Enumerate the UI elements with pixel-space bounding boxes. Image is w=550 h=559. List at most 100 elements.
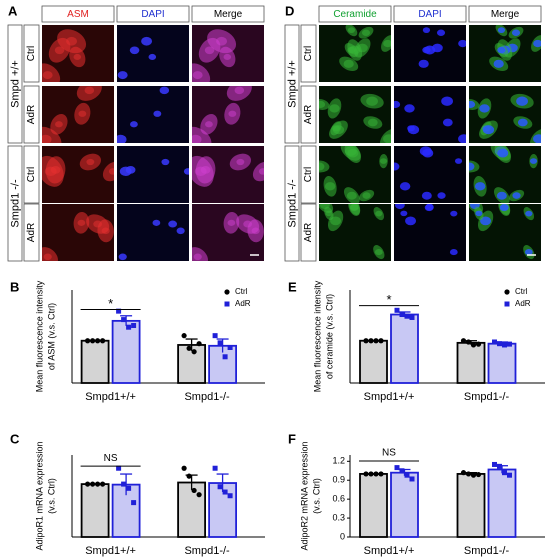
bar [456, 473, 486, 538]
nucleus [479, 104, 490, 113]
bar [177, 481, 207, 538]
row-label-box [300, 145, 317, 204]
nucleus [424, 204, 434, 212]
nucleus [454, 158, 463, 164]
y-tick-label: 0.9 [332, 475, 345, 485]
data-point [373, 338, 379, 344]
micrograph [117, 25, 189, 82]
nucleus [533, 134, 541, 143]
row-label-box [23, 85, 40, 144]
data-point [404, 313, 410, 319]
micrograph [42, 25, 114, 82]
data-point [131, 500, 137, 506]
micrograph [469, 204, 541, 261]
nucleus [421, 191, 432, 200]
y-tick-label: 0.3 [332, 512, 345, 522]
nucleus-core [86, 158, 95, 166]
micrograph [117, 204, 189, 261]
significance-label: * [108, 296, 113, 311]
nucleus-core [223, 53, 232, 60]
group-label-box [284, 145, 300, 262]
column-header-box [318, 5, 392, 23]
data-point [475, 341, 482, 347]
nucleus-core [228, 110, 237, 117]
nucleus-core [347, 148, 359, 158]
bar [359, 339, 388, 384]
micrograph [319, 25, 391, 82]
x-tick-label: Smpd1+/+ [364, 545, 415, 557]
data-point [121, 317, 127, 323]
nucleus [517, 118, 528, 127]
data-point [475, 471, 482, 478]
nucleus [511, 29, 521, 37]
legend-marker [224, 301, 230, 307]
significance-label: NS [104, 453, 118, 464]
data-point [186, 473, 192, 479]
column-header-box [116, 5, 190, 23]
data-point [399, 312, 405, 318]
panel-letter: A [8, 3, 18, 18]
data-point [100, 338, 106, 344]
panel-letter: B [10, 279, 19, 294]
legend-label: Ctrl [235, 287, 248, 296]
data-point [95, 338, 101, 344]
y-tick-label: 1.2 [332, 456, 345, 466]
nucleus-core [227, 219, 236, 226]
nucleus-core [236, 158, 245, 166]
bar [456, 341, 486, 384]
nucleus-core [55, 121, 63, 128]
nucleus [129, 46, 140, 55]
nucleus [394, 100, 401, 108]
nucleus [437, 192, 446, 199]
data-point [497, 341, 502, 347]
column-header: DAPI [141, 9, 164, 20]
data-point [85, 338, 91, 344]
data-point [409, 314, 415, 320]
legend-marker [504, 301, 510, 307]
micrograph [42, 86, 114, 143]
nucleus [493, 59, 504, 68]
nucleus-core [192, 134, 202, 143]
data-point [186, 345, 192, 351]
nucleus-core [77, 219, 86, 226]
micrograph [394, 86, 466, 143]
micrograph [394, 204, 466, 261]
row-label-box [23, 145, 40, 204]
data-point [465, 339, 472, 345]
nucleus [405, 216, 417, 226]
row-label-box [23, 24, 40, 83]
nucleus [400, 210, 408, 217]
column-header-box [393, 5, 467, 23]
data-point [212, 465, 218, 471]
row-label: AdR [26, 105, 37, 124]
nucleus [449, 248, 458, 256]
row-label-box [300, 85, 317, 144]
nucleus-core [193, 253, 202, 261]
bar [111, 319, 141, 384]
data-point [409, 476, 415, 482]
row-label: AdR [303, 105, 314, 124]
bar [208, 344, 238, 384]
nucleus-core [54, 46, 65, 55]
nucleus-core [347, 46, 356, 54]
panel-letter: C [10, 431, 20, 446]
micrograph [319, 86, 391, 143]
data-point [492, 461, 497, 467]
nucleus-core [330, 216, 342, 226]
column-header: Merge [214, 9, 243, 20]
micrograph [192, 146, 264, 203]
column-header: ASM [67, 9, 89, 20]
nucleus [497, 46, 506, 54]
data-point [502, 470, 507, 476]
column-header-box [41, 5, 115, 23]
nucleus-core [234, 86, 245, 95]
nucleus-core [319, 162, 325, 171]
data-point [465, 471, 472, 477]
nucleus [153, 110, 162, 117]
legend-marker [504, 289, 510, 295]
row-label-box [300, 24, 317, 83]
group-label: Smpd1 -/- [286, 179, 298, 228]
nucleus-core [192, 71, 203, 80]
row-label: AdR [303, 223, 314, 242]
